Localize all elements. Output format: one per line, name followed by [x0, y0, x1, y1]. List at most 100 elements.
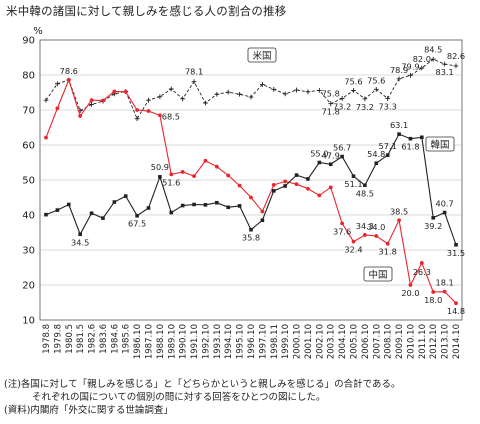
data-point-米国 [294, 87, 299, 93]
note-line-1: (注)各国に対して「親しみを感じる」と「どちらかというと親しみを感じる」の合計で… [4, 379, 401, 390]
data-label-韓国: 48.5 [356, 188, 374, 198]
data-label-中国: 37.6 [333, 226, 351, 236]
y-tick-label: 90 [22, 36, 35, 47]
data-label-米国: 79.9 [401, 61, 419, 71]
x-tick-label: 1981.5 [76, 324, 86, 354]
y-tick-label: 80 [22, 71, 35, 82]
data-point-中国 [351, 239, 356, 244]
x-tick-label: 2011.10 [418, 324, 428, 359]
x-tick-label: 1993.10 [213, 324, 223, 359]
data-point-米国 [328, 101, 334, 107]
data-point-米国 [203, 100, 208, 106]
data-label-米国: 73.3 [379, 101, 397, 111]
data-label-中国: 32.4 [344, 245, 362, 255]
data-point-中国 [249, 195, 253, 200]
data-point-米国 [214, 91, 220, 97]
x-tick-label: 2008.10 [384, 324, 394, 359]
x-tick-label: 2005.10 [350, 324, 360, 359]
data-point-韓国 [123, 194, 128, 198]
data-point-韓国 [146, 206, 151, 210]
data-point-韓国 [78, 232, 82, 237]
x-tick-label: 2003.10 [327, 324, 337, 359]
data-label-韓国: 67.5 [128, 219, 146, 229]
x-tick-label: 1994.10 [224, 324, 234, 359]
data-point-韓国 [351, 174, 356, 178]
data-label-中国: 38.5 [390, 206, 408, 216]
data-point-中国 [135, 108, 140, 112]
y-tick-label: 10 [22, 316, 35, 327]
data-point-米国 [259, 82, 265, 87]
data-point-韓国 [215, 200, 219, 205]
x-tick-label: 1996.10 [247, 324, 257, 359]
y-tick-label: 30 [22, 246, 35, 257]
data-label-韓国: 40.7 [435, 199, 453, 209]
data-point-中国 [89, 98, 94, 103]
data-point-中国 [340, 221, 345, 226]
data-point-中国 [260, 209, 265, 214]
data-point-米国 [396, 76, 402, 82]
data-point-米国 [43, 97, 49, 103]
data-point-米国 [316, 88, 322, 93]
data-point-米国 [54, 81, 60, 87]
data-point-米国 [157, 94, 163, 100]
data-point-中国 [306, 186, 310, 191]
series-line-中国 [45, 78, 457, 304]
data-point-韓国 [226, 205, 231, 210]
x-tick-label: 1995.10 [236, 324, 246, 359]
data-point-韓国 [192, 202, 196, 207]
data-label-韓国: 50.9 [151, 162, 169, 172]
y-tick-label: 70 [22, 106, 35, 117]
data-point-韓国 [237, 204, 242, 208]
data-label-韓国: 34.5 [71, 237, 89, 247]
data-point-米国 [271, 86, 277, 92]
data-point-米国 [305, 89, 311, 95]
y-tick-label: 40 [22, 211, 35, 222]
series-annotation-box [425, 136, 455, 152]
data-point-米国 [442, 61, 448, 67]
source-note: (資料)内閣府「外交に関する世論調査」 [4, 405, 173, 416]
series-annotation-box [247, 47, 277, 63]
data-point-韓国 [294, 173, 299, 177]
x-tick-label: 1983.6 [99, 324, 109, 354]
data-point-韓国 [420, 135, 424, 140]
data-label-米国: 82.6 [447, 51, 465, 61]
data-point-韓国 [306, 177, 310, 181]
data-label-中国: 31.8 [379, 247, 397, 257]
data-point-中国 [44, 135, 48, 140]
chart-title: 米中韓の諸国に対して親しみを感じる人の割合の推移 [6, 4, 287, 18]
x-tick-label: 2001.10 [304, 324, 314, 359]
data-point-韓国 [454, 242, 458, 247]
data-label-米国: 83.1 [435, 67, 453, 77]
data-point-米国 [180, 96, 186, 102]
data-point-韓国 [328, 162, 333, 167]
data-point-韓国 [283, 184, 287, 188]
data-point-韓国 [112, 200, 117, 204]
data-label-中国: 34.0 [367, 222, 385, 232]
data-label-韓国: 39.2 [424, 221, 442, 231]
x-tick-label: 2012.10 [429, 324, 439, 359]
data-point-中国 [374, 234, 379, 238]
data-label-韓国: 47.9 [322, 150, 340, 160]
data-point-韓国 [101, 216, 105, 220]
x-tick-label: 1992.10 [201, 324, 211, 359]
data-point-米国 [419, 65, 425, 71]
data-point-韓国 [408, 136, 413, 141]
data-label-米国: 75.6 [367, 75, 385, 85]
data-label-米国: 71.8 [322, 107, 340, 117]
data-point-韓国 [260, 218, 265, 223]
chart-notes: (注)各国に対して「親しみを感じる」と「どちらかというと親しみを感じる」の合計で… [4, 378, 401, 417]
data-point-韓国 [397, 132, 401, 136]
data-point-中国 [408, 283, 413, 287]
data-point-中国 [112, 89, 117, 94]
data-point-米国 [237, 91, 243, 97]
data-label-米国: 75.8 [322, 89, 340, 99]
data-point-中国 [283, 179, 288, 184]
data-point-韓国 [158, 175, 162, 179]
data-point-韓国 [66, 202, 71, 207]
y-tick-label: 20 [22, 281, 35, 292]
data-point-米国 [430, 56, 436, 62]
series-annotation-label: 中国 [368, 269, 387, 281]
data-label-韓国: 31.5 [447, 248, 465, 258]
data-point-米国 [146, 97, 151, 103]
